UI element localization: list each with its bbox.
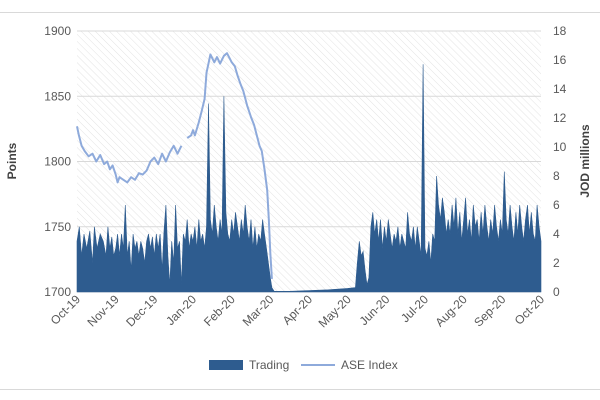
x-tick-label: Feb-20 (201, 292, 238, 329)
x-tick-label: Dec-19 (123, 292, 160, 329)
x-tick-label: Jul-20 (398, 292, 431, 325)
right-tick-label: 6 (553, 198, 560, 212)
legend: Trading ASE Index (209, 358, 398, 372)
left-axis: 1700 1750 1800 1850 1900 (44, 24, 71, 299)
right-axis: 0 2 4 6 8 10 12 14 16 18 (553, 24, 567, 299)
ase-index-line-1 (186, 52, 273, 279)
legend-label-ase-index: ASE Index (341, 358, 398, 372)
right-tick-label: 14 (553, 82, 567, 96)
right-tick-label: 18 (553, 24, 567, 38)
x-tick-label: Sep-20 (471, 292, 508, 329)
legend-item-trading: Trading (209, 358, 289, 372)
ase-index-line-0 (76, 126, 183, 184)
left-axis-title: Points (5, 142, 19, 179)
ase-index-series (76, 52, 273, 279)
x-tick-label: Nov-19 (85, 292, 122, 329)
x-tick-label: Aug-20 (433, 292, 470, 329)
x-axis: Oct-19 Nov-19 Dec-19 Jan-20 Feb-20 Mar-20 Apr-… (48, 292, 548, 330)
legend-item-ase-index: ASE Index (301, 358, 398, 372)
right-tick-label: 12 (553, 111, 567, 125)
left-tick-label: 1750 (44, 220, 71, 234)
right-tick-label: 2 (553, 256, 560, 270)
x-tick-label: Apr-20 (280, 292, 316, 328)
legend-swatch-trading (209, 360, 243, 370)
trading-area (76, 64, 542, 293)
x-tick-label: May-20 (316, 292, 354, 330)
right-tick-label: 16 (553, 53, 567, 67)
left-tick-label: 1900 (44, 24, 71, 38)
right-tick-label: 0 (553, 285, 560, 299)
left-tick-label: 1800 (44, 155, 71, 169)
right-tick-label: 8 (553, 169, 560, 183)
x-tick-label: Oct-20 (512, 292, 548, 328)
x-tick-label: Jan-20 (163, 292, 199, 328)
left-tick-label: 1700 (44, 285, 71, 299)
x-tick-label: Mar-20 (240, 292, 277, 329)
right-tick-label: 4 (553, 227, 560, 241)
left-tick-label: 1850 (44, 89, 71, 103)
x-tick-label: Jun-20 (357, 292, 393, 328)
right-tick-label: 10 (553, 140, 567, 154)
legend-label-trading: Trading (249, 358, 289, 372)
right-axis-title: JOD millions (578, 124, 592, 198)
trading-series (76, 64, 542, 293)
chart-frame (0, 12, 600, 390)
